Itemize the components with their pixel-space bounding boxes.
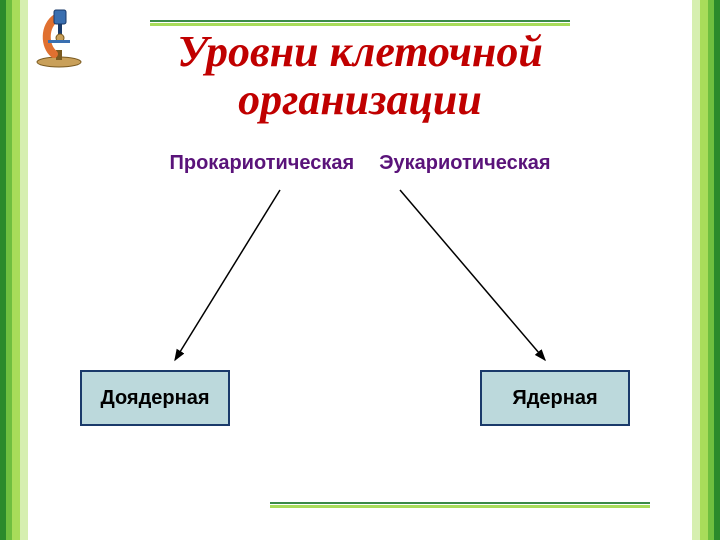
box-nuclear: Ядерная xyxy=(480,370,630,426)
page-title: Уровни клеточной организации xyxy=(0,28,720,125)
subtitle-row: Прокариотическая Эукариотическая xyxy=(0,152,720,175)
accent-seg xyxy=(270,505,650,508)
accent-seg xyxy=(270,502,650,504)
title-line-2: организации xyxy=(0,76,720,124)
subtitle-left: Прокариотическая xyxy=(170,152,355,175)
box-left-label: Доядерная xyxy=(100,387,209,410)
accent-seg xyxy=(150,20,570,22)
arrow-right xyxy=(400,190,545,360)
arrow-left xyxy=(175,190,280,360)
box-right-label: Ядерная xyxy=(512,387,597,410)
title-line-1: Уровни клеточной xyxy=(0,28,720,76)
box-prenuclear: Доядерная xyxy=(80,370,230,426)
bottom-accent-line xyxy=(270,502,650,510)
accent-seg xyxy=(150,23,570,26)
subtitle-right: Эукариотическая xyxy=(379,152,550,175)
